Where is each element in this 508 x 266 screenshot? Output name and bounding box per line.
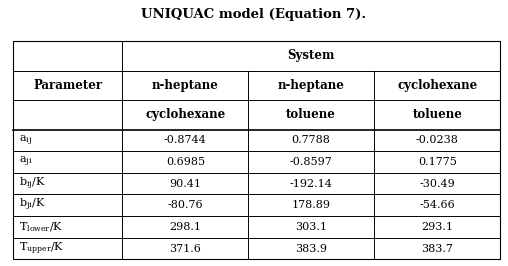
Text: 293.1: 293.1 — [421, 222, 453, 232]
Text: -80.76: -80.76 — [168, 200, 203, 210]
Text: 371.6: 371.6 — [169, 244, 201, 253]
Text: 90.41: 90.41 — [169, 179, 201, 189]
Text: 383.7: 383.7 — [421, 244, 453, 253]
Text: n-heptane: n-heptane — [152, 79, 219, 92]
Text: 178.89: 178.89 — [292, 200, 331, 210]
Text: n-heptane: n-heptane — [278, 79, 344, 92]
Text: -0.8597: -0.8597 — [290, 157, 333, 167]
Text: $\mathregular{a_{ji}}$: $\mathregular{a_{ji}}$ — [19, 155, 33, 169]
Text: Parameter: Parameter — [33, 79, 102, 92]
Text: 383.9: 383.9 — [295, 244, 327, 253]
Text: $\mathregular{T_{lower}}$/K: $\mathregular{T_{lower}}$/K — [19, 220, 63, 234]
Text: toluene: toluene — [412, 108, 462, 121]
Text: toluene: toluene — [286, 108, 336, 121]
Text: -192.14: -192.14 — [290, 179, 333, 189]
Text: $\mathregular{a_{ij}}$: $\mathregular{a_{ij}}$ — [19, 133, 32, 148]
Text: System: System — [288, 49, 335, 63]
Text: 0.1775: 0.1775 — [418, 157, 457, 167]
Text: 0.6985: 0.6985 — [166, 157, 205, 167]
Text: 0.7788: 0.7788 — [292, 135, 331, 146]
Text: $\mathregular{T_{upper}}$/K: $\mathregular{T_{upper}}$/K — [19, 240, 64, 257]
Text: UNIQUAC model (Equation 7).: UNIQUAC model (Equation 7). — [141, 8, 367, 21]
Text: -0.0238: -0.0238 — [416, 135, 459, 146]
Text: -30.49: -30.49 — [419, 179, 455, 189]
Text: $\mathregular{b_{ji}}$/K: $\mathregular{b_{ji}}$/K — [19, 197, 46, 214]
Text: cyclohexane: cyclohexane — [145, 108, 226, 121]
Text: cyclohexane: cyclohexane — [397, 79, 478, 92]
Text: 298.1: 298.1 — [169, 222, 201, 232]
Text: $\mathregular{b_{ij}}$/K: $\mathregular{b_{ij}}$/K — [19, 176, 46, 192]
Text: -0.8744: -0.8744 — [164, 135, 207, 146]
Text: -54.66: -54.66 — [419, 200, 455, 210]
Text: 303.1: 303.1 — [295, 222, 327, 232]
